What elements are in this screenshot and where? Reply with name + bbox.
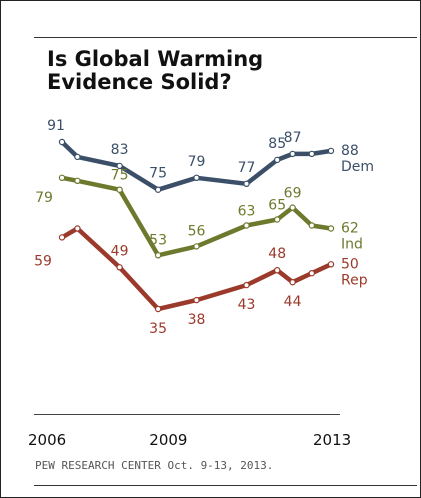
data-point (274, 216, 281, 223)
data-label: 62 (341, 221, 359, 237)
data-point (58, 234, 66, 241)
data-point (58, 174, 66, 181)
data-point (243, 281, 250, 289)
series-label-dem: Dem (341, 159, 374, 175)
series-label-ind: Ind (341, 237, 363, 253)
series-line-rep (59, 226, 334, 312)
data-point (74, 177, 81, 184)
data-point (154, 252, 162, 259)
data-point (289, 279, 296, 286)
data-label: 77 (238, 160, 256, 176)
data-point (74, 153, 81, 161)
data-label: 35 (149, 321, 167, 337)
data-label: 91 (47, 118, 65, 134)
data-point (308, 150, 315, 158)
data-point (289, 150, 296, 158)
series-line-ind (59, 175, 334, 258)
data-point (58, 138, 66, 146)
series-line-dem (59, 139, 334, 192)
data-point (327, 225, 335, 232)
data-label: 50 (341, 256, 359, 272)
chart-title-line-2: Evidence Solid? (47, 70, 232, 94)
x-tick-labels: 2006 2009 2013 (28, 431, 351, 449)
data-point (308, 270, 315, 277)
data-point (274, 267, 281, 274)
data-label: 38 (188, 312, 206, 328)
data-label: 59 (34, 253, 52, 269)
x-tick-label: 2009 (149, 431, 187, 449)
data-label: 65 (268, 198, 286, 214)
data-point (327, 261, 335, 268)
data-label: 79 (35, 190, 53, 206)
data-label: 56 (188, 223, 206, 239)
data-point (308, 222, 315, 229)
source-note: PEW RESEARCH CENTER Oct. 9-13, 2013. (35, 459, 273, 472)
data-point (116, 264, 123, 271)
data-label: 63 (238, 204, 256, 220)
series-label-rep: Rep (341, 272, 368, 288)
data-point (289, 204, 296, 211)
data-point (193, 243, 200, 250)
data-label: 87 (284, 130, 302, 146)
data-label: 83 (111, 142, 129, 158)
data-point (193, 296, 200, 304)
data-point (327, 147, 335, 155)
data-label: 88 (341, 143, 359, 159)
data-label: 85 (268, 136, 286, 152)
data-label: 75 (149, 166, 167, 182)
data-label: 48 (268, 246, 286, 262)
data-point (274, 156, 281, 164)
chart-title-line-1: Is Global Warming (47, 47, 263, 71)
data-label: 44 (284, 294, 302, 310)
data-point (116, 186, 123, 193)
data-label: 79 (188, 154, 206, 170)
data-label: 69 (284, 186, 302, 202)
data-point (116, 162, 123, 170)
data-point (74, 225, 81, 232)
data-label: 49 (111, 243, 129, 259)
data-point (243, 180, 250, 187)
data-point (154, 186, 162, 193)
data-label: 53 (149, 232, 167, 248)
x-tick-label: 2006 (28, 431, 66, 449)
data-point (243, 222, 250, 229)
data-point (193, 174, 200, 181)
data-label: 75 (111, 168, 129, 184)
data-label: 43 (238, 297, 256, 313)
x-tick-label: 2013 (313, 431, 351, 449)
data-point (154, 305, 162, 313)
